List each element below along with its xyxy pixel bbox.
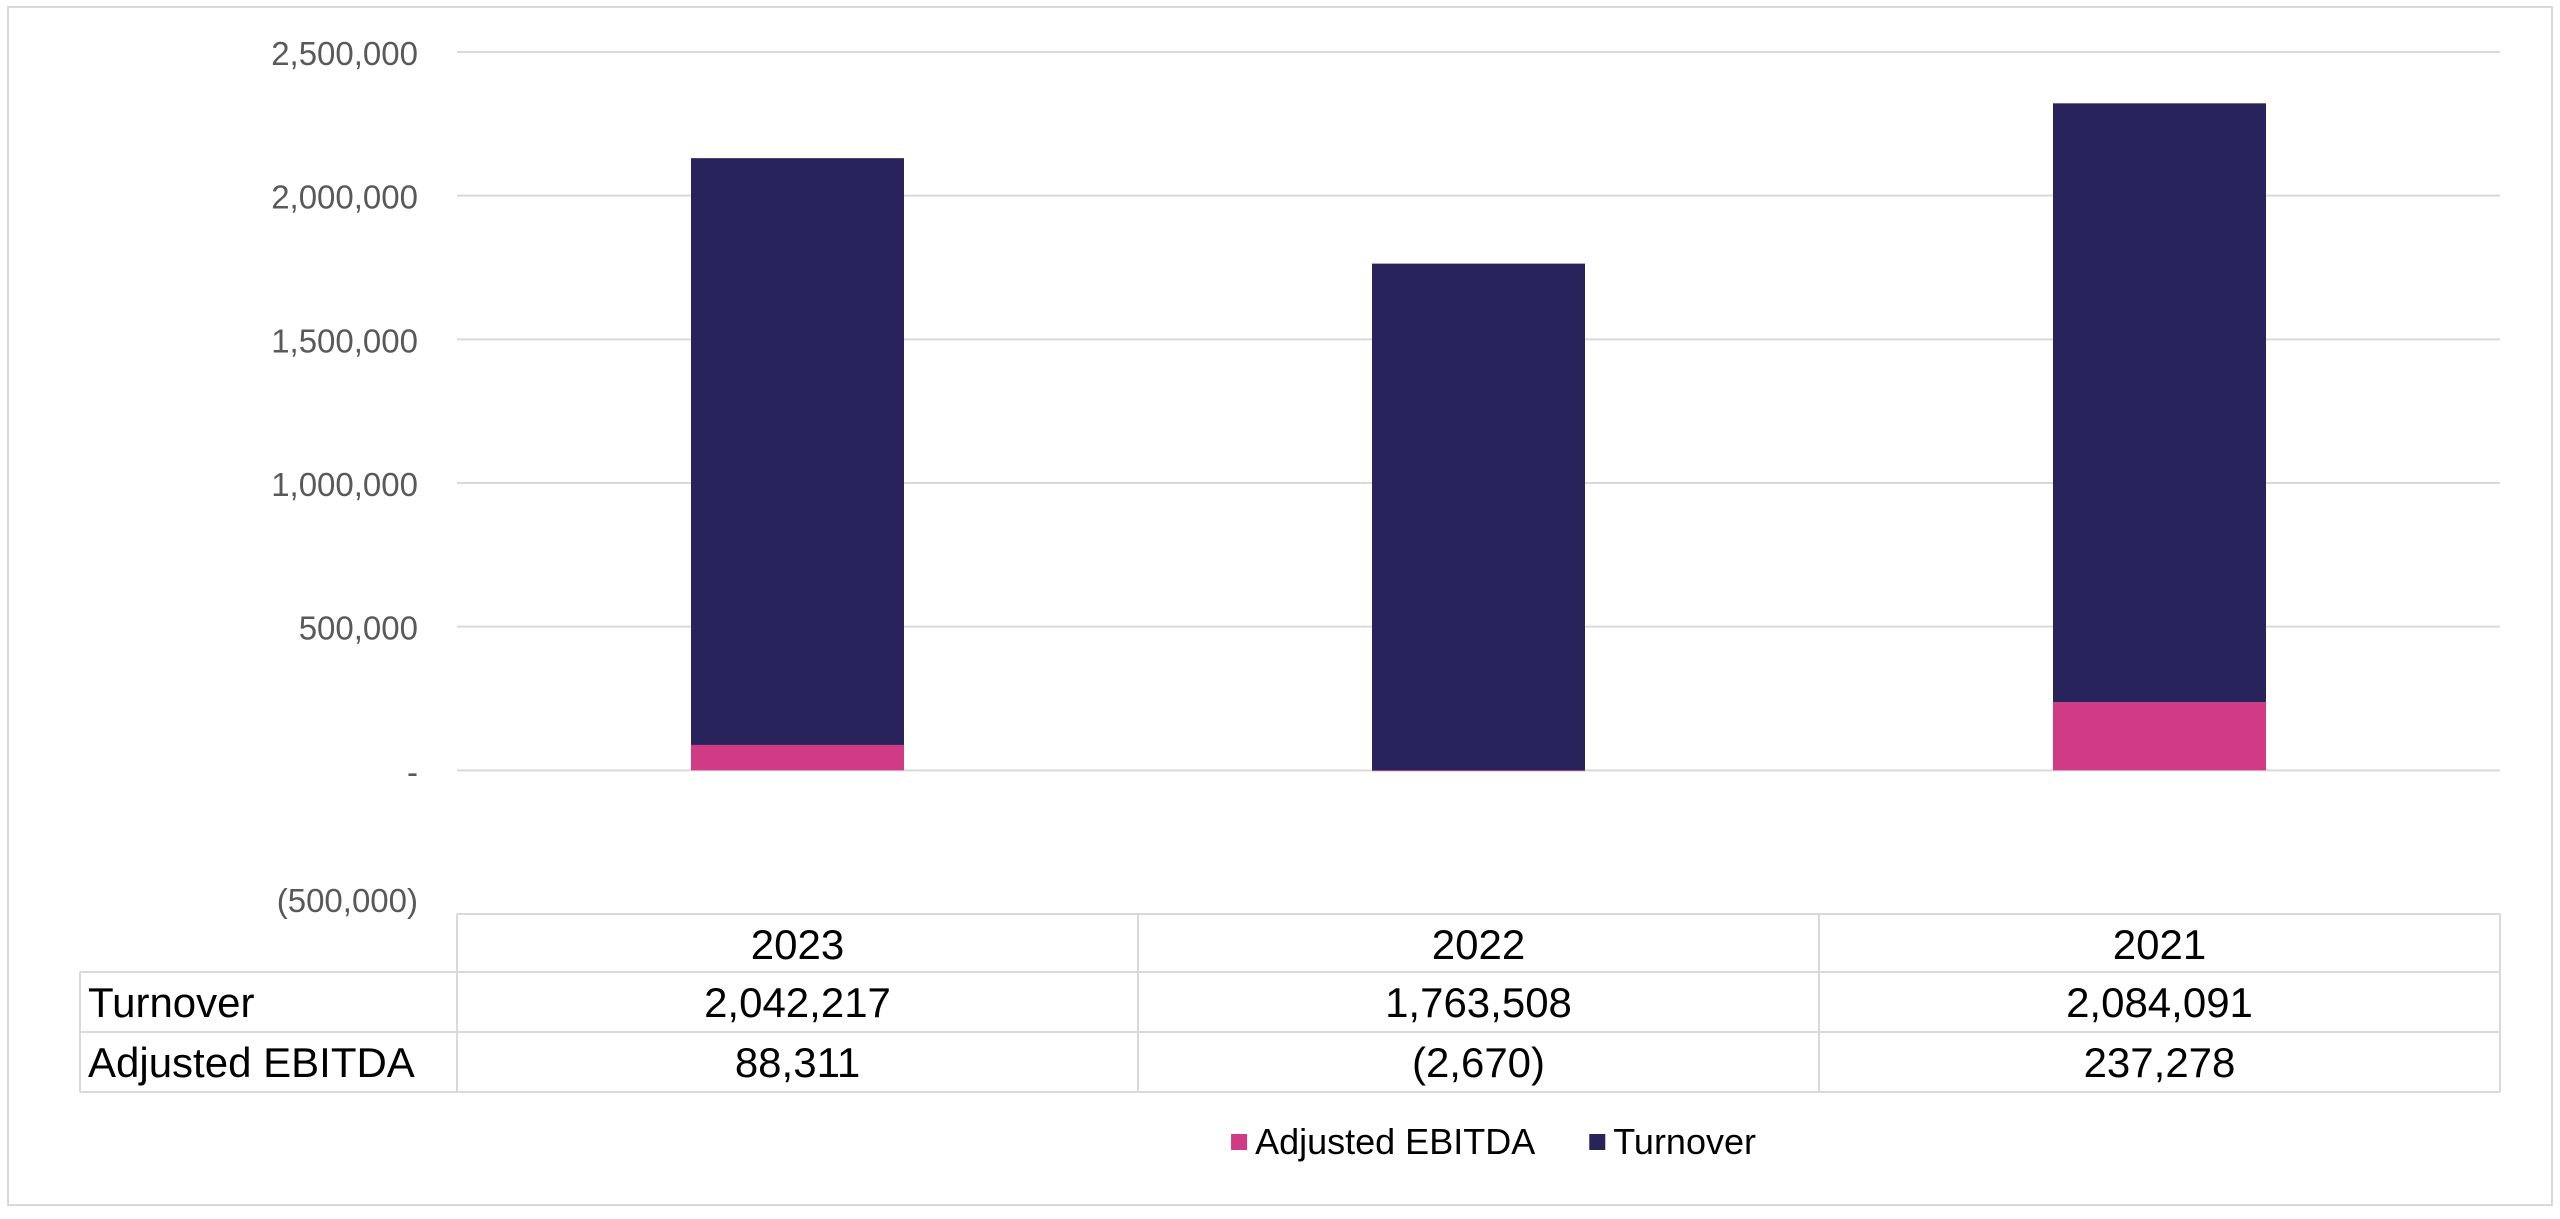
x-category-label: 2021 [2113,921,2206,968]
data-label: 1,763,508 [1385,979,1572,1026]
data-label: 2,084,091 [2066,979,2253,1026]
legend-swatch [1231,1134,1248,1150]
y-tick-label: 2,500,000 [271,35,418,72]
x-category-label: 2022 [1432,921,1525,968]
y-tick-label: 1,000,000 [271,466,418,503]
legend-label: Adjusted EBITDA [1255,1121,1535,1162]
bar-adjusted-ebitda-2023 [691,744,904,771]
data-table: 2023 2022 2021 Turnover 2,042,217 1,763,508 2,… [79,913,2501,1093]
bar-turnover-2022 [1372,263,1585,771]
data-label: (2,670) [1412,1039,1545,1086]
y-tick-label: - [407,753,418,790]
data-label: 237,278 [2084,1039,2236,1086]
bar-turnover-2023 [691,158,904,745]
table-row-header: Adjusted EBITDA [88,1039,415,1086]
legend-swatch [1589,1134,1606,1150]
table-row-header: Turnover [88,979,255,1026]
bar-adjusted-ebitda-2021 [2053,702,2266,771]
bar-adjusted-ebitda-2022 [1372,770,1585,772]
legend-label: Turnover [1613,1121,1756,1162]
y-tick-label: (500,000) [277,882,418,919]
y-tick-label: 2,000,000 [271,179,418,216]
y-tick-label: 1,500,000 [271,322,418,359]
bar-turnover-2021 [2053,103,2266,703]
data-label: 2,042,217 [704,979,891,1026]
data-label: 88,311 [735,1039,860,1086]
x-category-label: 2023 [751,921,844,968]
y-tick-label: 500,000 [299,610,418,647]
y-axis-ticks: 2,500,000 2,000,000 1,500,000 1,000,000 500,… [271,35,418,919]
legend: Adjusted EBITDA Turnover [1231,1121,1756,1162]
bars [691,103,2266,772]
